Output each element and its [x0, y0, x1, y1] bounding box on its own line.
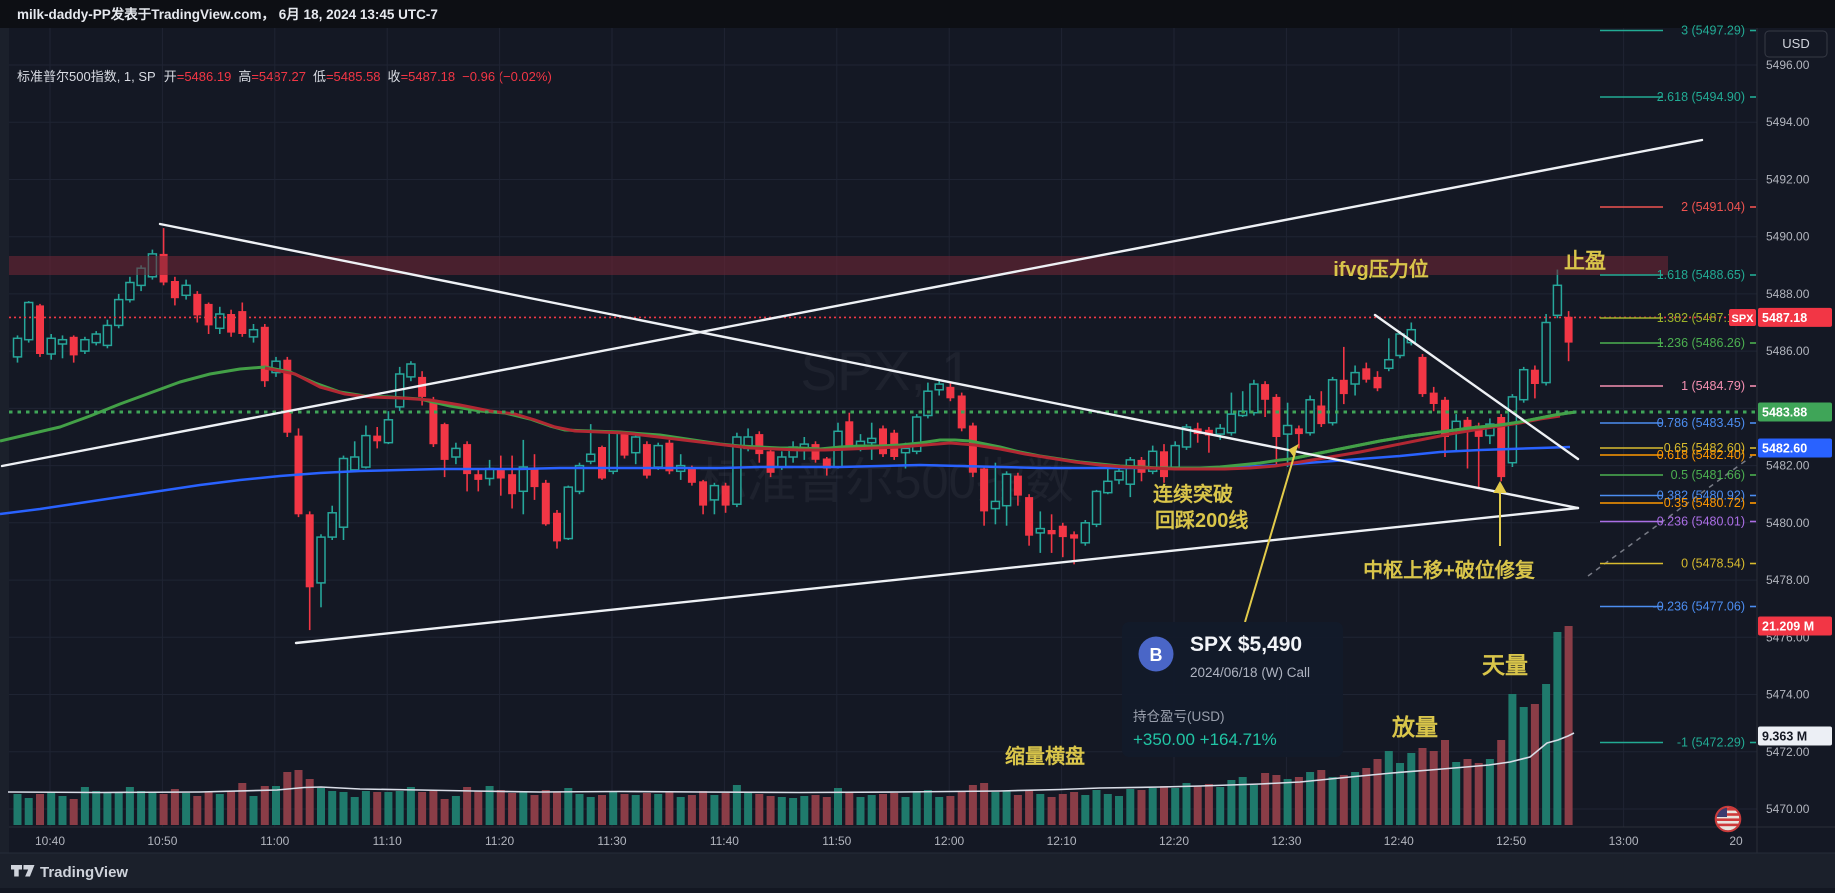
- svg-text:0.35 (5480.72): 0.35 (5480.72): [1664, 496, 1745, 510]
- svg-text:-1 (5472.29): -1 (5472.29): [1677, 736, 1745, 750]
- svg-text:0.382 (5480.92): 0.382 (5480.92): [1657, 489, 1745, 503]
- svg-text:B: B: [1150, 645, 1163, 665]
- svg-text:SPX, 1: SPX, 1: [800, 340, 971, 402]
- svg-text:5472.00: 5472.00: [1766, 745, 1810, 759]
- svg-text:0.618 (5482.40): 0.618 (5482.40): [1657, 448, 1745, 462]
- svg-text:TradingView: TradingView: [40, 864, 128, 881]
- svg-text:5483.88: 5483.88: [1762, 406, 1807, 420]
- svg-text:5474.00: 5474.00: [1766, 688, 1810, 702]
- svg-text:+350.00 +164.71%: +350.00 +164.71%: [1133, 730, 1277, 749]
- svg-text:SPX: SPX: [1731, 313, 1754, 325]
- svg-text:12:30: 12:30: [1271, 834, 1301, 848]
- svg-text:天量: 天量: [1482, 652, 1528, 678]
- svg-text:5480.00: 5480.00: [1766, 516, 1810, 530]
- svg-text:11:20: 11:20: [485, 834, 514, 848]
- svg-text:5490.00: 5490.00: [1766, 230, 1810, 244]
- svg-text:milk-daddy-PP发表于TradingView.co: milk-daddy-PP发表于TradingView.com， 6月 18, …: [17, 6, 438, 22]
- svg-text:标准普尔500指数, 1, SP开=5486.19高=548: 标准普尔500指数, 1, SP 开=5486.19 高=5487.27 低=5485…: [17, 69, 552, 84]
- svg-text:12:50: 12:50: [1496, 834, 1526, 848]
- svg-text:2.618 (5494.90): 2.618 (5494.90): [1657, 90, 1745, 104]
- svg-text:2 (5491.04): 2 (5491.04): [1681, 200, 1745, 214]
- svg-text:中枢上移+破位修复: 中枢上移+破位修复: [1363, 558, 1536, 582]
- svg-text:0.5 (5481.66): 0.5 (5481.66): [1671, 468, 1745, 482]
- svg-text:3 (5497.29): 3 (5497.29): [1681, 24, 1745, 38]
- svg-text:10:40: 10:40: [35, 834, 65, 848]
- svg-text:持仓盈亏(USD): 持仓盈亏(USD): [1133, 709, 1225, 724]
- svg-text:5482.60: 5482.60: [1762, 442, 1807, 456]
- svg-text:1.618 (5488.65): 1.618 (5488.65): [1657, 268, 1745, 282]
- svg-text:5487.18: 5487.18: [1762, 311, 1807, 325]
- svg-text:SPX $5,490: SPX $5,490: [1190, 633, 1302, 656]
- svg-text:1.382 (5487.17): 1.382 (5487.17): [1657, 311, 1745, 325]
- svg-text:-0.236 (5477.06): -0.236 (5477.06): [1653, 600, 1745, 614]
- svg-text:20: 20: [1729, 834, 1743, 848]
- svg-text:回踩200线: 回踩200线: [1155, 508, 1248, 532]
- svg-text:0.786 (5483.45): 0.786 (5483.45): [1657, 416, 1745, 430]
- svg-text:11:40: 11:40: [710, 834, 739, 848]
- svg-text:2024/06/18 (W) Call: 2024/06/18 (W) Call: [1190, 665, 1310, 680]
- svg-text:止盈: 止盈: [1564, 250, 1606, 273]
- svg-text:5488.00: 5488.00: [1766, 287, 1810, 301]
- svg-text:1 (5484.79): 1 (5484.79): [1681, 379, 1745, 393]
- svg-text:11:50: 11:50: [822, 834, 851, 848]
- svg-text:5492.00: 5492.00: [1766, 173, 1810, 187]
- svg-text:9.363 M: 9.363 M: [1762, 730, 1807, 744]
- svg-text:11:10: 11:10: [373, 834, 402, 848]
- svg-text:5496.00: 5496.00: [1766, 58, 1810, 72]
- svg-text:5494.00: 5494.00: [1766, 115, 1810, 129]
- svg-text:5486.00: 5486.00: [1766, 344, 1810, 358]
- svg-text:放量: 放量: [1391, 714, 1438, 740]
- svg-text:12:00: 12:00: [934, 834, 964, 848]
- svg-text:11:30: 11:30: [597, 834, 626, 848]
- svg-text:缩量横盘: 缩量横盘: [1005, 744, 1085, 768]
- svg-text:21.209 M: 21.209 M: [1762, 620, 1814, 634]
- svg-text:12:40: 12:40: [1384, 834, 1414, 848]
- svg-text:13:00: 13:00: [1609, 834, 1639, 848]
- svg-text:连续突破: 连续突破: [1153, 482, 1233, 506]
- svg-text:10:50: 10:50: [147, 834, 177, 848]
- svg-text:5482.00: 5482.00: [1766, 459, 1810, 473]
- svg-text:ifvg压力位: ifvg压力位: [1333, 257, 1429, 281]
- svg-text:12:20: 12:20: [1159, 834, 1189, 848]
- svg-text:5470.00: 5470.00: [1766, 802, 1810, 816]
- svg-text:11:00: 11:00: [260, 834, 289, 848]
- svg-text:USD: USD: [1782, 36, 1809, 51]
- svg-text:0.65 (5482.60): 0.65 (5482.60): [1664, 441, 1745, 455]
- svg-text:1.236 (5486.26): 1.236 (5486.26): [1657, 336, 1745, 350]
- svg-text:12:10: 12:10: [1047, 834, 1077, 848]
- svg-text:5478.00: 5478.00: [1766, 573, 1810, 587]
- svg-text:0.236 (5480.01): 0.236 (5480.01): [1657, 515, 1745, 529]
- svg-text:0 (5478.54): 0 (5478.54): [1681, 557, 1745, 571]
